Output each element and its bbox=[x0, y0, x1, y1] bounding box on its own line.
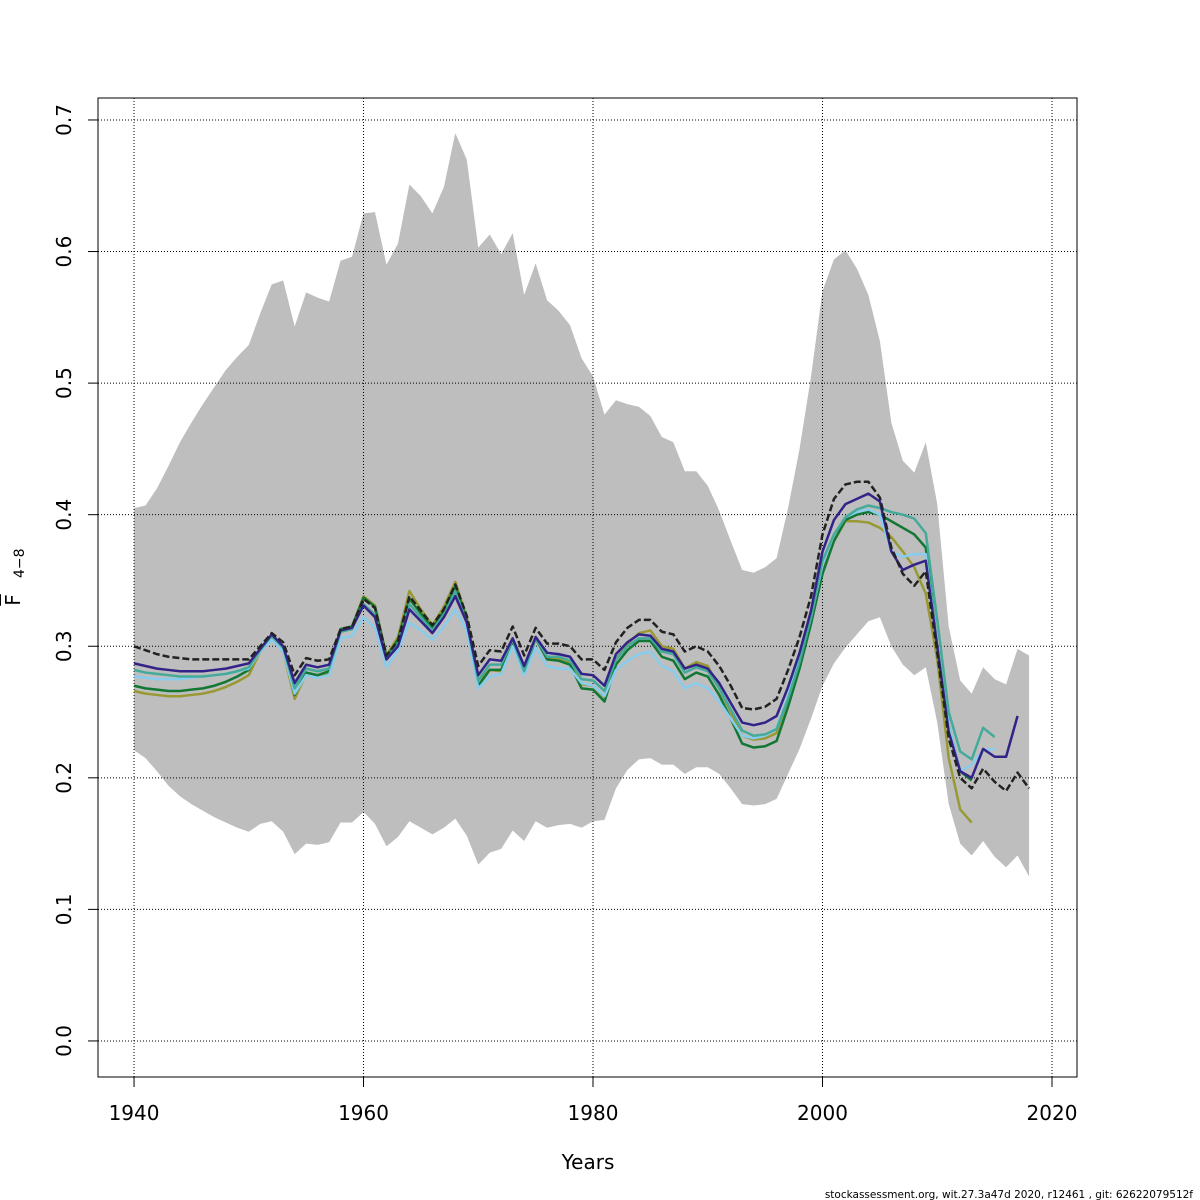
x-tick-label: 2000 bbox=[797, 1101, 848, 1125]
x-tick-label: 1940 bbox=[109, 1101, 160, 1125]
series-line bbox=[133, 480, 1031, 793]
y-axis-label: F bbox=[1, 594, 25, 606]
y-axis-label-subscript: 4−8 bbox=[12, 548, 28, 578]
plot-frame bbox=[97, 97, 1078, 1078]
y-tick-label: 0.5 bbox=[52, 367, 76, 399]
plot-area: 1940 1960 1980 2000 2020 0.0 0.1 0.2 0.3 0.4 0.5 0.… bbox=[52, 97, 1078, 1125]
y-tick-label: 0.4 bbox=[52, 499, 76, 531]
y-tick-label: 0.0 bbox=[52, 1025, 76, 1057]
x-tick-label: 1980 bbox=[568, 1101, 619, 1125]
y-tick-label: 0.1 bbox=[52, 893, 76, 925]
footer: stockassessment.org, wit.27.3a47d 2020, … bbox=[825, 1189, 1193, 1200]
y-tick-label: 0.6 bbox=[52, 236, 76, 268]
x-tick-label: 1960 bbox=[338, 1101, 389, 1125]
x-axis-label: Years bbox=[561, 1150, 615, 1174]
confidence-band bbox=[134, 133, 1030, 877]
series-line bbox=[133, 492, 1019, 780]
y-tick-label: 0.2 bbox=[52, 762, 76, 794]
y-tick-label: 0.3 bbox=[52, 630, 76, 662]
y-tick-label: 0.7 bbox=[52, 104, 76, 136]
x-tick-label: 2020 bbox=[1027, 1101, 1078, 1125]
